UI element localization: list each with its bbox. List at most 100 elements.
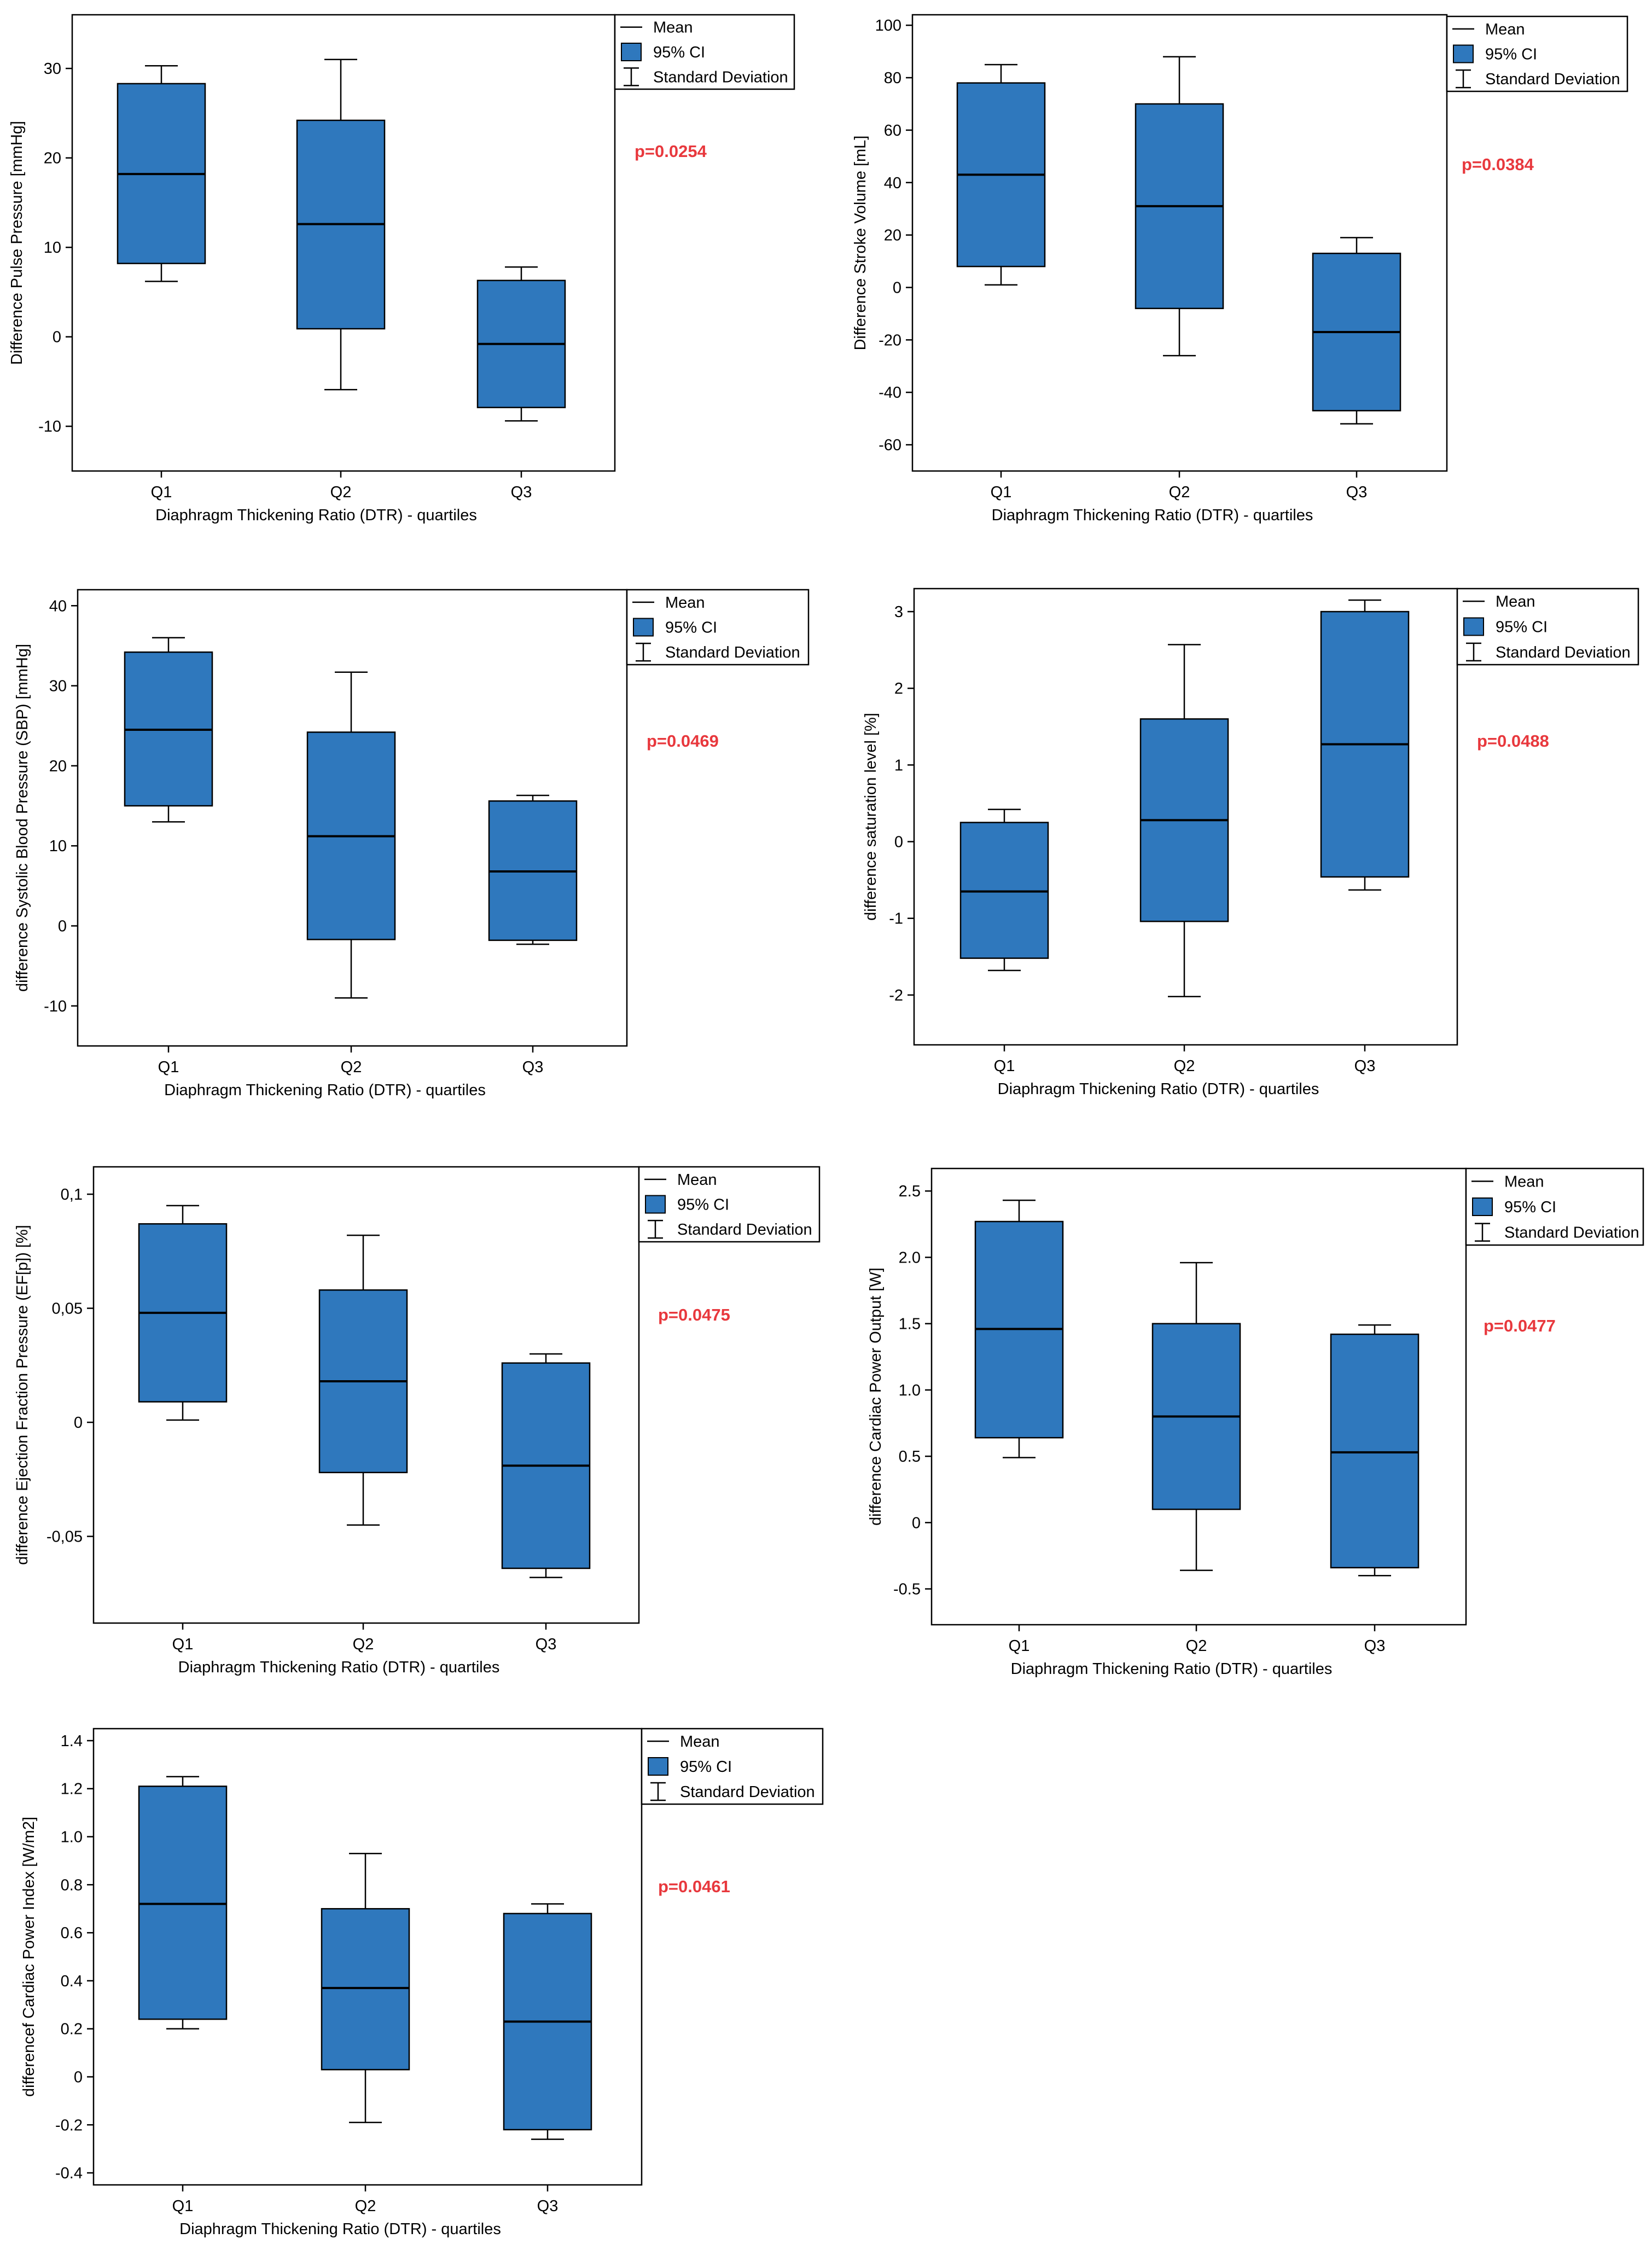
- box-q1: [138, 1205, 228, 1421]
- y-tick-label: -10: [38, 418, 61, 435]
- legend-mean-label: Mean: [665, 594, 705, 612]
- legend-sd-swatch: [1456, 69, 1471, 89]
- y-tick-label: 20: [44, 150, 61, 167]
- x-tick-label-q2: Q2: [353, 1636, 374, 1653]
- y-tick-label: 80: [884, 69, 901, 87]
- legend-frame: [638, 1166, 821, 1243]
- y-tick-label: 100: [875, 17, 901, 34]
- legend-ci-swatch: [648, 1757, 668, 1776]
- p-value-annotation: p=0.0469: [647, 731, 719, 751]
- y-tick-label: 20: [884, 227, 901, 245]
- legend: Mean 95% CI Standard Deviation: [1456, 588, 1639, 666]
- y-tick-label: 0.8: [61, 1876, 83, 1894]
- y-tick-label: 0.6: [61, 1924, 83, 1942]
- y-tick-label: 20: [49, 758, 67, 775]
- legend-frame: [641, 1728, 824, 1805]
- legend-ci-label: 95% CI: [1496, 619, 1548, 636]
- y-tick-label: 0: [74, 1414, 83, 1432]
- ci-box: [1330, 1333, 1420, 1568]
- legend-sd-swatch: [1466, 642, 1481, 662]
- y-tick-label: 0.2: [61, 2021, 83, 2038]
- chart-panel-7: -0.4 -0.2 0 0.2 0.4 0.6 0.8 1.0 1.2 1.4 Q1 Q2 Q3 Diap…: [20, 1728, 824, 2238]
- box-q3: [501, 1353, 591, 1578]
- plot-frame: [92, 1166, 640, 1624]
- x-tick-label-q3: Q3: [522, 1059, 544, 1076]
- y-tick-label: -20: [879, 332, 901, 349]
- y-tick-label: 0: [53, 329, 61, 346]
- legend: Mean 95% CI Standard Deviation: [638, 1166, 821, 1243]
- x-axis-label: Diaphragm Thickening Ratio (DTR) - quart…: [179, 2220, 501, 2238]
- box-q1: [959, 809, 1049, 972]
- box-q1: [117, 65, 206, 282]
- box-q3: [503, 1903, 592, 2140]
- ci-box: [138, 1786, 228, 2020]
- x-tick-label-q3: Q3: [1364, 1637, 1386, 1655]
- x-tick-label-q1: Q1: [151, 484, 172, 501]
- y-tick-label: -2: [889, 987, 903, 1004]
- chart-panel-4: -2 -1 0 1 2 3 Q1 Q2 Q3 Diaphragm Thickening Ratio…: [862, 588, 1639, 1098]
- legend-sd-swatch: [624, 67, 639, 86]
- legend-ci-label: 95% CI: [1504, 1199, 1556, 1216]
- y-tick-label: 10: [49, 838, 67, 855]
- y-tick-label: -0,05: [46, 1528, 83, 1546]
- y-tick-label: 1.0: [61, 1829, 83, 1846]
- y-tick-label: 0,05: [52, 1300, 83, 1318]
- x-tick-label-q1: Q1: [172, 1636, 194, 1653]
- legend-ci-swatch: [1472, 1197, 1493, 1216]
- y-tick-label: 2.5: [899, 1183, 921, 1200]
- legend-sd-swatch: [1475, 1223, 1490, 1242]
- legend-ci-swatch: [1453, 44, 1474, 63]
- box-q1: [124, 637, 213, 823]
- x-tick-label-q3: Q3: [511, 484, 532, 501]
- y-tick-label: 40: [49, 597, 67, 615]
- y-tick-label: 1.4: [61, 1732, 83, 1750]
- y-tick-label: 0: [912, 1514, 921, 1532]
- p-value-annotation: p=0.0488: [1477, 731, 1549, 751]
- box-q2: [1135, 56, 1224, 357]
- y-tick-label: 30: [49, 678, 67, 695]
- y-tick-label: 0: [893, 279, 901, 296]
- legend-mean-label: Mean: [653, 19, 693, 37]
- y-tick-label: 0,1: [61, 1186, 83, 1203]
- y-axis-label: Difference Stroke Volume [mL]: [852, 136, 869, 351]
- box-q3: [1330, 1324, 1420, 1577]
- x-axis-label: Diaphragm Thickening Ratio (DTR) - quart…: [164, 1082, 486, 1099]
- x-axis-label: Diaphragm Thickening Ratio (DTR) - quart…: [178, 1659, 500, 1676]
- legend: Mean 95% CI Standard Deviation: [1465, 1167, 1644, 1246]
- box-q2: [1139, 644, 1229, 997]
- y-tick-label: 0.4: [61, 1973, 83, 1990]
- p-value-annotation: p=0.0477: [1484, 1316, 1556, 1335]
- plot-frame: [913, 588, 1458, 1046]
- y-tick-label: 1.5: [899, 1316, 921, 1333]
- legend-mean-label: Mean: [1504, 1173, 1544, 1190]
- ci-box: [321, 1908, 410, 2071]
- legend-ci-swatch: [633, 618, 654, 637]
- x-axis-label: Diaphragm Thickening Ratio (DTR) - quart…: [155, 507, 477, 524]
- legend-ci-label: 95% CI: [1485, 46, 1537, 63]
- legend: Mean 95% CI Standard Deviation: [641, 1728, 824, 1805]
- legend-mean-label: Mean: [680, 1733, 720, 1751]
- box-q1: [956, 63, 1046, 286]
- y-tick-label: -0.5: [893, 1581, 921, 1598]
- plot-frame: [930, 1167, 1467, 1626]
- chart-panel-2: -60 -40 -20 0 20 40 60 80 100 Q1 Q2 Q3 Diaphragm Thi…: [852, 14, 1628, 524]
- box-q3: [488, 794, 578, 945]
- y-axis-label: differencef Cardiac Power Index [W/m2]: [20, 1817, 38, 2097]
- x-tick-label-q1: Q1: [991, 484, 1012, 501]
- y-tick-label: 2.0: [899, 1249, 921, 1266]
- y-tick-label: 1: [894, 757, 903, 774]
- legend-ci-label: 95% CI: [680, 1758, 732, 1776]
- box-q3: [476, 266, 566, 422]
- y-axis-label: difference Cardiac Power Output [W]: [867, 1267, 885, 1526]
- y-tick-label: 0: [58, 918, 67, 935]
- x-tick-label-q2: Q2: [1169, 484, 1190, 501]
- plot-frame: [77, 589, 628, 1047]
- box-q3: [1312, 237, 1401, 425]
- x-tick-label-q2: Q2: [1174, 1057, 1195, 1075]
- legend-sd-label: Standard Deviation: [677, 1221, 812, 1239]
- x-axis-label: Diaphragm Thickening Ratio (DTR) - quart…: [998, 1080, 1319, 1098]
- legend-sd-swatch: [636, 642, 651, 662]
- box-q1: [974, 1199, 1064, 1458]
- y-tick-label: 0.5: [899, 1448, 921, 1466]
